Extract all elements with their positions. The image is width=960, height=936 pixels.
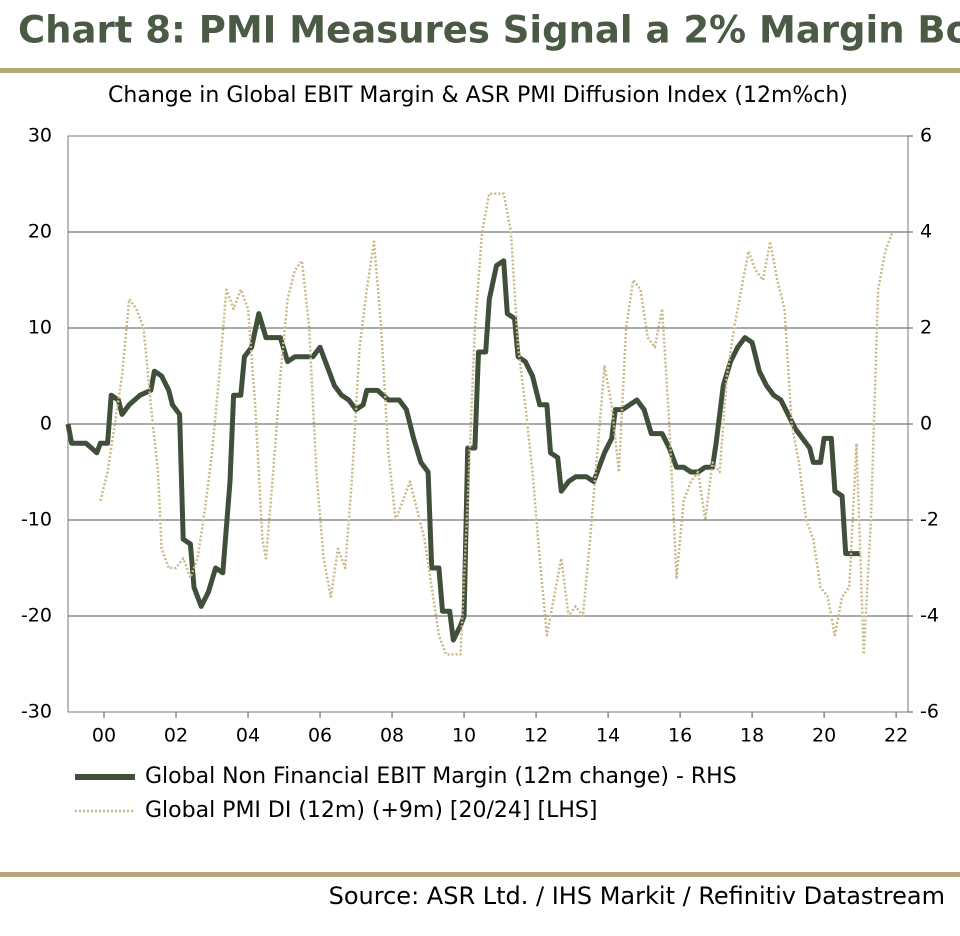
y2-tick-label: -6 (920, 701, 939, 723)
top-rule (0, 68, 960, 73)
series-line (65, 258, 861, 643)
x-tick-label: 20 (812, 725, 836, 747)
chart-subtitle: Change in Global EBIT Margin & ASR PMI D… (108, 83, 848, 108)
y-tick-label: -10 (21, 509, 52, 531)
legend-label: Global PMI DI (12m) (+9m) [20/24] [LHS] (145, 798, 597, 823)
source: Source: ASR Ltd. / IHS Markit / Refiniti… (329, 882, 945, 910)
y2-tick-label: 4 (920, 221, 932, 243)
y2-tick-label: 2 (920, 317, 932, 339)
y2-tick-label: -4 (920, 605, 939, 627)
y2-tick-label: -2 (920, 509, 939, 531)
y2-tick-label: 0 (920, 413, 932, 435)
x-tick-label: 00 (92, 725, 116, 747)
x-tick-label: 22 (884, 725, 908, 747)
y-tick-label: -30 (21, 701, 52, 723)
bottom-rule (0, 872, 960, 877)
x-tick-label: 08 (380, 725, 404, 747)
x-tick-label: 12 (524, 725, 548, 747)
x-tick-label: 18 (740, 725, 764, 747)
y-tick-label: 0 (40, 413, 52, 435)
chart-title: Chart 8: PMI Measures Signal a 2% Margin… (18, 9, 960, 52)
x-tick-label: 02 (164, 725, 188, 747)
x-tick-label: 16 (668, 725, 692, 747)
y-tick-label: -20 (21, 605, 52, 627)
x-tick-label: 06 (308, 725, 332, 747)
series-line (99, 192, 894, 656)
x-tick-label: 04 (236, 725, 260, 747)
y-tick-label: 30 (28, 125, 52, 147)
legend-label: Global Non Financial EBIT Margin (12m ch… (145, 764, 737, 789)
x-tick-label: 10 (452, 725, 476, 747)
y2-tick-label: 6 (920, 125, 932, 147)
x-tick-label: 14 (596, 725, 620, 747)
y-tick-label: 20 (28, 221, 52, 243)
y-tick-label: 10 (28, 317, 52, 339)
